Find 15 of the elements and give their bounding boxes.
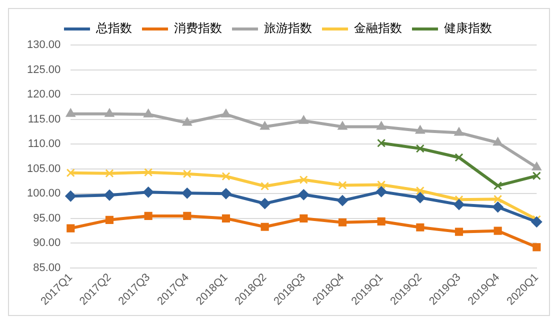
y-tick-label: 115.00 [28,113,61,126]
y-tick-label: 100.00 [26,188,61,200]
legend-label: 健康指数 [444,21,492,36]
y-tick-label: 130.00 [26,39,61,52]
y-tick-label: 110.00 [28,138,61,150]
legend-label: 消费指数 [174,21,222,36]
legend-label: 金融指数 [354,21,402,36]
y-tick-label: 105.00 [26,162,61,175]
y-tick-label: 90.00 [33,237,61,250]
legend-label: 总指数 [95,21,132,36]
y-tick-label: 125.00 [26,64,61,76]
y-tick-label: 120.00 [26,88,61,101]
y-tick-label: 95.00 [33,212,61,224]
legend-label: 旅游指数 [264,21,312,36]
y-tick-label: 85.00 [33,262,61,274]
